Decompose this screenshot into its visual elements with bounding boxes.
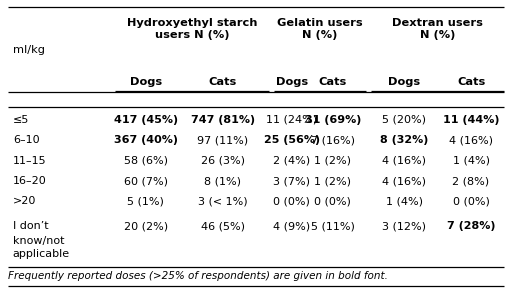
Text: Cats: Cats (457, 77, 485, 87)
Text: Dextran users
N (%): Dextran users N (%) (392, 18, 483, 40)
Text: 46 (5%): 46 (5%) (201, 221, 245, 231)
Text: 5 (11%): 5 (11%) (311, 221, 355, 231)
Text: 2 (8%): 2 (8%) (453, 176, 489, 186)
Text: >20: >20 (13, 197, 36, 206)
Text: 26 (3%): 26 (3%) (201, 156, 245, 166)
Text: 11 (24%): 11 (24%) (266, 115, 317, 125)
Text: Hydroxyethyl starch
users N (%): Hydroxyethyl starch users N (%) (127, 18, 257, 40)
Text: 1 (4%): 1 (4%) (453, 156, 489, 166)
Text: 11 (44%): 11 (44%) (443, 115, 499, 125)
Text: 4 (16%): 4 (16%) (449, 135, 493, 145)
Text: 3 (12%): 3 (12%) (382, 221, 426, 231)
Text: 8 (32%): 8 (32%) (380, 135, 429, 145)
Text: Frequently reported doses (>25% of respondents) are given in bold font.: Frequently reported doses (>25% of respo… (8, 271, 388, 281)
Text: 6–10: 6–10 (13, 135, 39, 145)
Text: 747 (81%): 747 (81%) (190, 115, 255, 125)
Text: Dogs: Dogs (389, 77, 420, 87)
Text: 2 (4%): 2 (4%) (273, 156, 310, 166)
Text: I don’t: I don’t (13, 221, 49, 231)
Text: 31 (69%): 31 (69%) (305, 115, 361, 125)
Text: know/not: know/not (13, 236, 65, 246)
Text: 0 (0%): 0 (0%) (453, 197, 489, 206)
Text: 4 (16%): 4 (16%) (382, 176, 426, 186)
Text: 1 (4%): 1 (4%) (386, 197, 423, 206)
Text: 5 (1%): 5 (1%) (127, 197, 164, 206)
Text: 16–20: 16–20 (13, 176, 47, 186)
Text: Dogs: Dogs (276, 77, 308, 87)
Text: ≤5: ≤5 (13, 115, 29, 125)
Text: 7 (16%): 7 (16%) (311, 135, 355, 145)
Text: 8 (1%): 8 (1%) (204, 176, 241, 186)
Text: ml/kg: ml/kg (13, 45, 45, 55)
Text: 1 (2%): 1 (2%) (314, 156, 351, 166)
Text: 367 (40%): 367 (40%) (114, 135, 178, 145)
Text: 4 (9%): 4 (9%) (273, 221, 310, 231)
Text: 97 (11%): 97 (11%) (197, 135, 248, 145)
Text: 25 (56%): 25 (56%) (264, 135, 320, 145)
Text: applicable: applicable (13, 249, 70, 259)
Text: 5 (20%): 5 (20%) (382, 115, 426, 125)
Text: 3 (7%): 3 (7%) (273, 176, 310, 186)
Text: 11–15: 11–15 (13, 156, 47, 166)
Text: 1 (2%): 1 (2%) (314, 176, 351, 186)
Text: 3 (< 1%): 3 (< 1%) (198, 197, 247, 206)
Text: Cats: Cats (208, 77, 237, 87)
Text: 7 (28%): 7 (28%) (447, 221, 495, 231)
Text: Cats: Cats (318, 77, 347, 87)
Text: 58 (6%): 58 (6%) (124, 156, 168, 166)
Text: 417 (45%): 417 (45%) (114, 115, 178, 125)
Text: 60 (7%): 60 (7%) (124, 176, 168, 186)
Text: 0 (0%): 0 (0%) (314, 197, 351, 206)
Text: 4 (16%): 4 (16%) (382, 156, 426, 166)
Text: 0 (0%): 0 (0%) (273, 197, 310, 206)
Text: Gelatin users
N (%): Gelatin users N (%) (277, 18, 363, 40)
Text: Dogs: Dogs (130, 77, 162, 87)
Text: 20 (2%): 20 (2%) (124, 221, 168, 231)
